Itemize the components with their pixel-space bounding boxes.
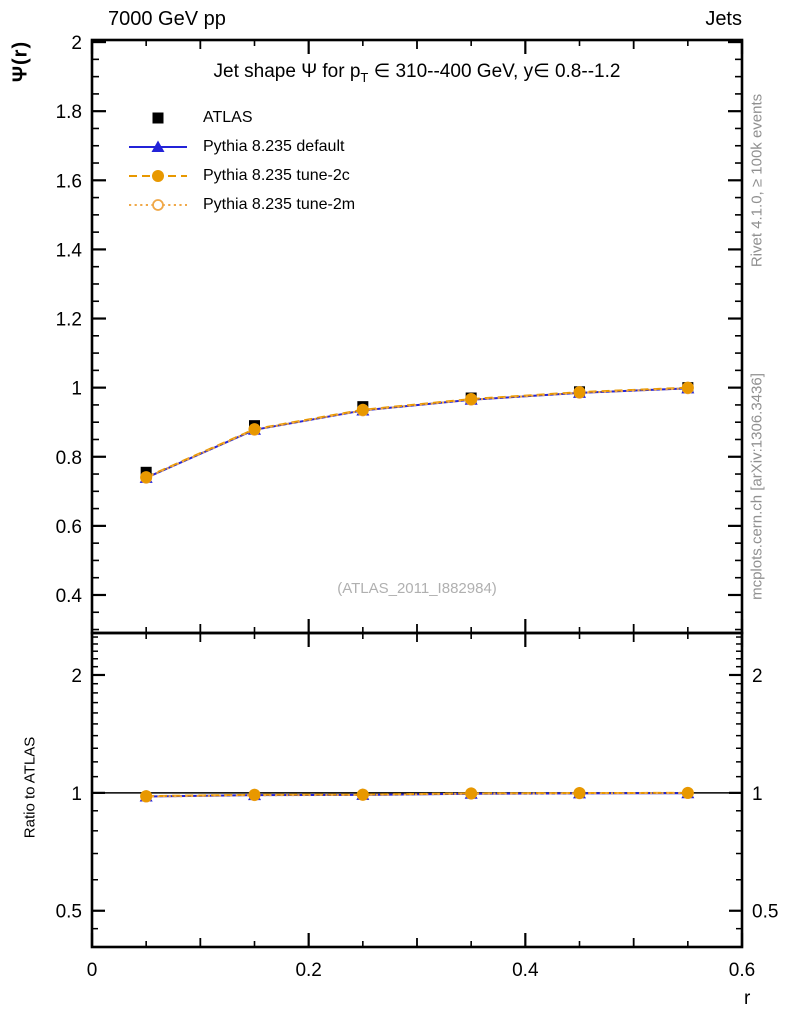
data-point-marker <box>681 786 694 799</box>
legend-item-pythia-tune-2m: Pythia 8.235 tune-2m <box>127 195 355 215</box>
main-series <box>139 381 695 484</box>
data-point-marker <box>356 403 369 416</box>
x-axis-ticks <box>90 40 744 947</box>
legend-label-atlas: ATLAS <box>203 109 253 126</box>
data-point-marker <box>151 140 165 152</box>
tick-label: 0.4 <box>56 586 83 607</box>
data-point-marker <box>140 471 153 484</box>
tick-label: 0.2 <box>295 960 321 981</box>
data-point-marker <box>465 787 478 800</box>
plot-frame <box>90 38 744 949</box>
tick-label: 0.6 <box>56 517 82 538</box>
tick-label: 0.6 <box>729 960 755 981</box>
tick-label: 0.5 <box>56 902 82 923</box>
data-point-marker <box>152 112 164 124</box>
legend-item-pythia-default: Pythia 8.235 default <box>127 137 355 157</box>
beam-energy-header: 7000 GeV pp <box>108 8 226 30</box>
legend-item-atlas: ATLAS <box>127 108 355 128</box>
data-point-marker <box>140 790 153 803</box>
pythia-tune2m-open-circle-marker-icon <box>129 199 187 211</box>
ratio-y-axis-tick-labels: 0.5 0.5 1 1 2 2 <box>56 666 779 923</box>
series-line <box>145 386 688 479</box>
tick-label: 1 <box>71 379 82 400</box>
ratio-y-axis-ticks <box>92 636 742 930</box>
x-axis-title: r <box>744 988 751 1009</box>
data-point-marker <box>573 787 586 800</box>
main-y-axis-ticks <box>92 40 742 631</box>
main-y-axis-tick-labels: 0.4 0.6 0.8 1 1.2 1.4 1.6 1.8 2 <box>56 33 83 607</box>
series-line <box>145 387 688 479</box>
analysis-id-watermark: (ATLAS_2011_I882984) <box>337 580 497 597</box>
tick-label: 1 <box>752 784 763 805</box>
data-point-marker <box>152 170 164 182</box>
tick-label: 1.8 <box>56 102 82 123</box>
tick-label: 1.6 <box>56 171 82 192</box>
data-point-marker <box>248 423 261 436</box>
plot-title: Jet shape Ψ for pT ∈ 310--400 GeV, y∈ 0.… <box>92 60 742 85</box>
data-point-marker <box>681 381 694 394</box>
plot-title-subscript: T <box>360 69 369 85</box>
data-point-marker <box>573 386 586 399</box>
plot-title-suffix: ∈ 310--400 GeV, y∈ 0.8--1.2 <box>368 61 621 82</box>
tick-label: 1.2 <box>56 310 82 331</box>
tick-label: 0.4 <box>512 960 539 981</box>
pythia-tune2c-circle-marker-icon <box>129 170 187 182</box>
legend: ATLAS Pythia 8.235 default Pythia 8.235 … <box>127 108 355 215</box>
data-point-marker <box>356 788 369 801</box>
legend-label-pythia-tune-2c: Pythia 8.235 tune-2c <box>203 167 350 184</box>
legend-item-pythia-tune-2c: Pythia 8.235 tune-2c <box>127 166 355 186</box>
analysis-group-header: Jets <box>705 8 742 30</box>
tick-label: 2 <box>752 666 763 687</box>
tick-label: 2 <box>71 666 82 687</box>
data-point-marker <box>152 199 164 211</box>
atlas-square-marker-icon <box>152 112 164 124</box>
series-line <box>145 387 688 479</box>
tick-label: 2 <box>71 33 82 54</box>
tick-label: 0.8 <box>56 448 82 469</box>
tick-label: 1 <box>71 784 82 805</box>
plot-title-prefix: Jet shape Ψ for p <box>213 61 361 82</box>
legend-label-pythia-default: Pythia 8.235 default <box>203 138 345 155</box>
data-point-marker <box>248 788 261 801</box>
x-axis-tick-labels: 0 0.2 0.4 0.6 <box>87 960 756 981</box>
ratio-series <box>139 786 695 803</box>
legend-label-pythia-tune-2m: Pythia 8.235 tune-2m <box>203 196 356 213</box>
tick-label: 0.5 <box>752 902 778 923</box>
tick-label: 0 <box>87 960 98 981</box>
data-point-marker <box>465 393 478 406</box>
series-line <box>146 792 688 798</box>
tick-label: 1.4 <box>56 240 83 261</box>
pythia-default-triangle-marker-icon <box>129 140 187 152</box>
